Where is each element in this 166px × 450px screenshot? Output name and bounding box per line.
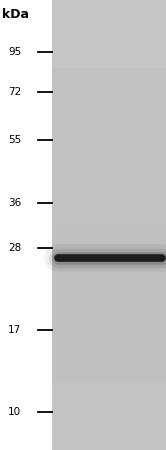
Text: 55: 55 xyxy=(8,135,21,145)
Text: 17: 17 xyxy=(8,325,21,335)
Text: 10: 10 xyxy=(8,407,21,417)
Text: 72: 72 xyxy=(8,87,21,97)
Text: 28: 28 xyxy=(8,243,21,253)
Text: kDa: kDa xyxy=(2,8,29,21)
Text: 36: 36 xyxy=(8,198,21,208)
Text: 95: 95 xyxy=(8,47,21,57)
Bar xyxy=(0,0,52,450)
